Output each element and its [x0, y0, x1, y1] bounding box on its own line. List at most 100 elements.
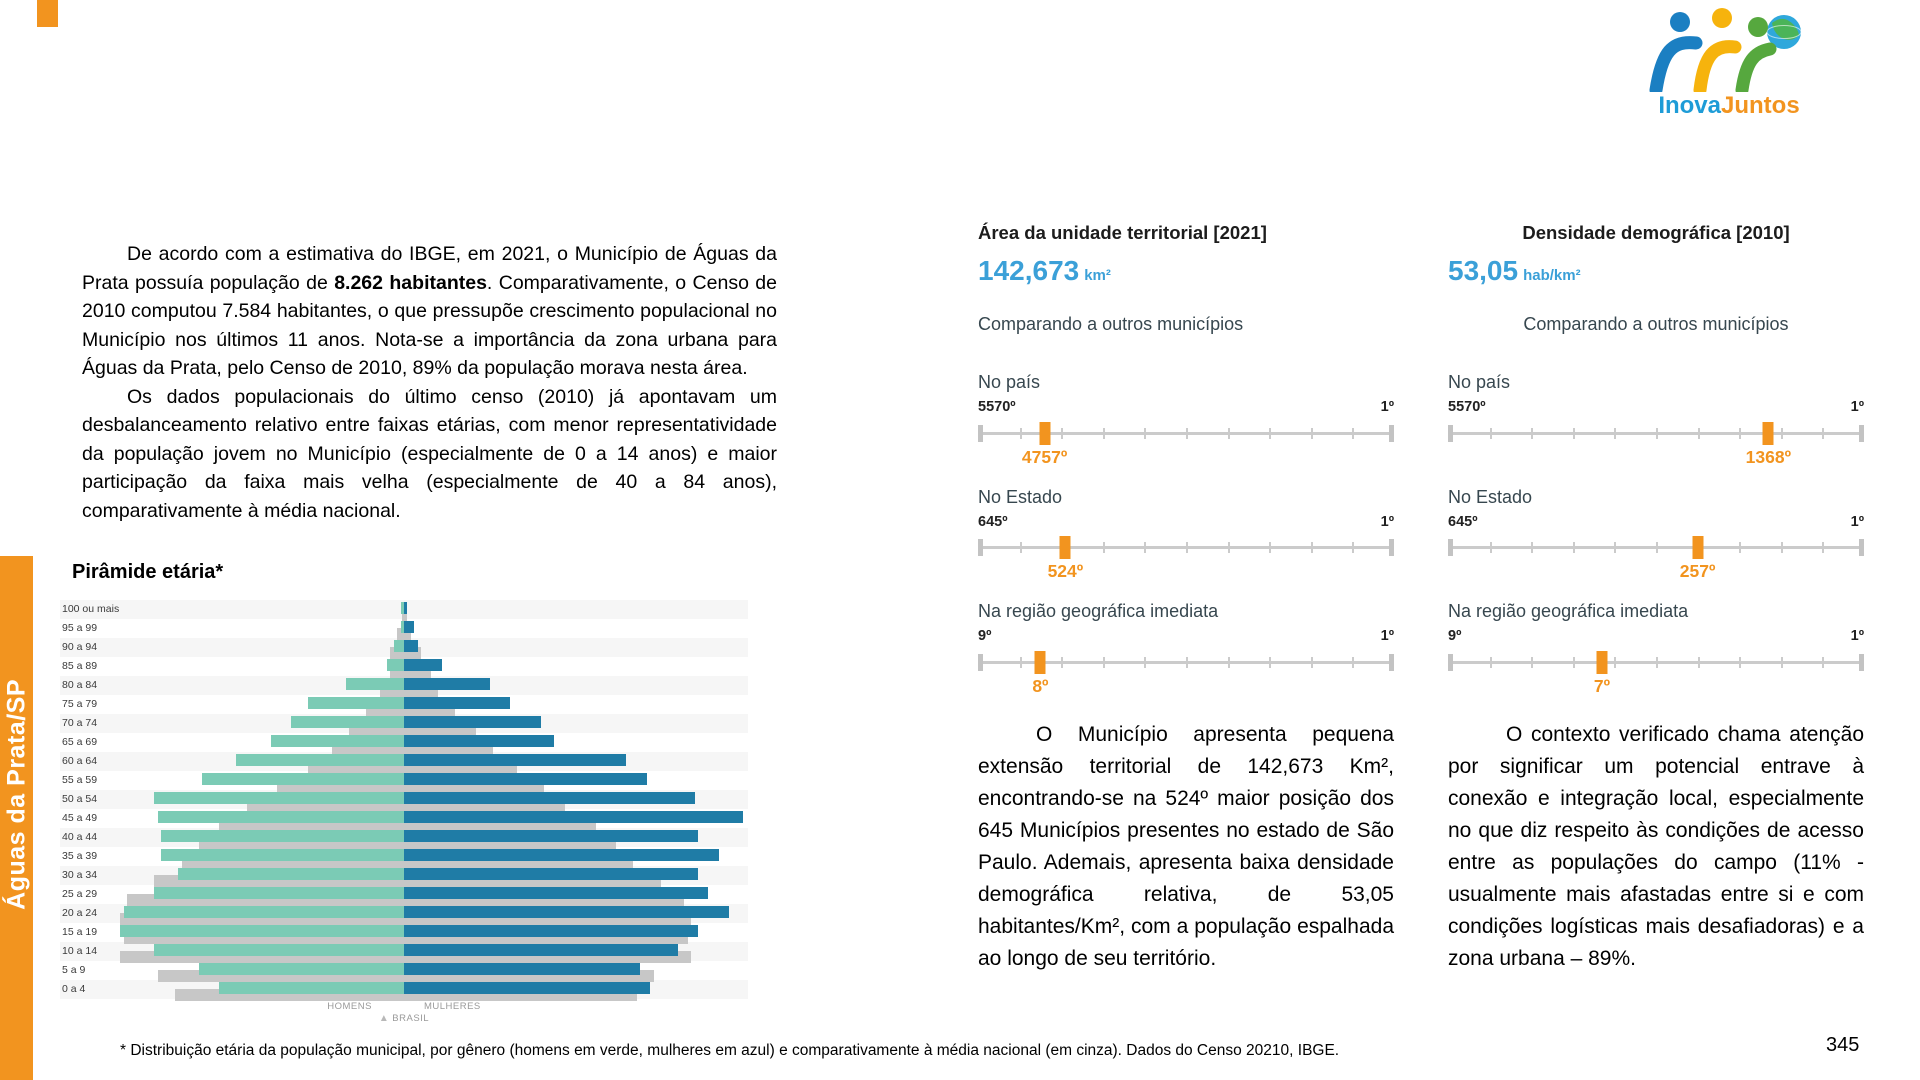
women-bar — [404, 811, 743, 823]
legend-men-label: HOMENS — [327, 1001, 372, 1012]
women-bar — [404, 792, 695, 804]
women-bar — [404, 906, 729, 918]
slider-marker-value: 1368º — [1745, 446, 1791, 467]
slider-label: No país — [978, 372, 1041, 392]
slider-tick — [1227, 542, 1230, 553]
women-bar — [404, 868, 699, 880]
slider-tick — [1186, 427, 1188, 439]
age-label: 55 a 59 — [62, 774, 98, 786]
age-row: 70 a 74 — [60, 714, 748, 735]
slider-tick — [1144, 656, 1147, 668]
slider-tick — [1780, 542, 1783, 553]
slider-tick — [1489, 656, 1492, 668]
slider-tick — [1739, 656, 1742, 668]
slider-range-max: 9º — [978, 628, 992, 644]
age-label: 60 a 64 — [62, 755, 98, 767]
age-row: 45 a 49 — [60, 809, 748, 830]
slider-label: No Estado — [978, 486, 1063, 507]
women-bar — [404, 754, 627, 766]
age-label: 40 a 44 — [62, 831, 98, 843]
legend-women-label: MULHERES — [423, 1001, 481, 1012]
slider-end-cap — [1859, 424, 1864, 442]
logo-word-inova: Inova — [1658, 92, 1721, 119]
women-bar — [404, 697, 511, 709]
panel-demographic-density: Densidade demográfica [2010] 53,05 hab/km… — [1448, 222, 1864, 975]
slider-marker — [1034, 650, 1046, 674]
person-figure-green — [1735, 17, 1776, 92]
pyramid-legend: HOMENS MULHERES ▲ BRASIL — [60, 1001, 748, 1024]
slider-marker — [1692, 536, 1704, 559]
age-label: 25 a 29 — [62, 888, 98, 900]
slider-end-cap — [978, 653, 983, 671]
slider-tick — [1531, 656, 1534, 668]
slider-tick — [1572, 427, 1575, 439]
slider-track: 524º — [978, 536, 1394, 582]
slider-end-cap — [978, 424, 983, 442]
slider-tick — [1102, 656, 1105, 668]
slider-tick — [1739, 542, 1742, 553]
slider-track: 257º — [1448, 536, 1864, 582]
men-bar — [308, 697, 404, 709]
slider-tick — [1822, 542, 1825, 553]
intro-text-block: De acordo com a estimativa do IBGE, em 2… — [82, 240, 777, 525]
age-label: 45 a 49 — [62, 812, 98, 824]
slider-tick — [1227, 427, 1230, 439]
slider-tick — [1269, 656, 1272, 668]
women-bar — [404, 887, 709, 899]
women-bar — [404, 982, 651, 994]
women-bar — [404, 849, 719, 861]
women-bar — [404, 716, 541, 728]
compare-label: Comparando a outros municípios — [978, 314, 1244, 334]
men-bar — [393, 640, 404, 652]
slider-range-max: 645º — [978, 513, 1008, 530]
slider-tick — [1352, 427, 1355, 439]
slider-tick — [1269, 427, 1272, 439]
intro-p1-post: . Comparativamente, o Censo de 2010 comp… — [82, 271, 778, 380]
slider-range: 9º 1º — [1448, 629, 1864, 644]
slider-range-min: 1º — [1380, 628, 1394, 644]
brazil-men-bar — [397, 628, 404, 640]
slider-track: 8º — [978, 650, 1394, 697]
men-bar — [154, 792, 404, 804]
compare-label: Comparando a outros municípios — [1523, 314, 1789, 334]
slider-tick — [1310, 542, 1313, 553]
slider-end-cap — [1448, 424, 1453, 442]
slider-range-min: 1º — [1850, 513, 1864, 530]
men-bar — [123, 906, 404, 918]
panel-paragraph: O contexto verificado chama atenção por … — [1448, 722, 1864, 970]
slider-end-cap — [1389, 653, 1394, 671]
slider-range-max: 645º — [1448, 513, 1478, 530]
slider-range-min: 1º — [1380, 513, 1394, 530]
men-bar — [198, 963, 404, 975]
men-bar — [386, 659, 404, 671]
slider-tick — [1186, 542, 1188, 553]
men-bar — [120, 925, 404, 937]
women-bar — [404, 621, 415, 633]
slider-range: 5570º 1º — [1448, 400, 1864, 415]
age-label: 50 a 54 — [62, 793, 98, 805]
orange-corner-accent — [37, 0, 58, 27]
men-bar — [345, 678, 404, 690]
slider-end-cap — [1448, 539, 1453, 556]
slider-range: 645º 1º — [978, 513, 1394, 530]
slider-tick — [1572, 542, 1575, 553]
slider-tick — [1061, 427, 1064, 439]
slider-range-min: 1º — [1850, 628, 1864, 644]
panel-value: 142,673 km² — [978, 257, 1394, 285]
slider-end-cap — [978, 539, 983, 556]
age-label: 75 a 79 — [62, 698, 98, 710]
slider-tick — [1780, 656, 1783, 668]
slider-label: No país — [1448, 372, 1511, 392]
intro-p1-population-bold: 8.262 habitantes — [334, 271, 487, 294]
density-value: 53,05 — [1448, 255, 1519, 286]
slider-tick — [1310, 656, 1313, 668]
panel-territorial-area: Área da unidade territorial [2021] 142,6… — [978, 222, 1394, 975]
pyramid-title: Pirâmide etária* — [72, 561, 224, 583]
person-figure-yellow — [1693, 8, 1741, 92]
slider-tick — [1144, 427, 1147, 439]
brazil-women-bar — [404, 628, 411, 640]
logo-figures — [1649, 8, 1801, 92]
men-bar — [400, 621, 404, 633]
panel-title: Área da unidade territorial [2021] — [978, 222, 1267, 243]
slider-end-cap — [1448, 653, 1453, 671]
